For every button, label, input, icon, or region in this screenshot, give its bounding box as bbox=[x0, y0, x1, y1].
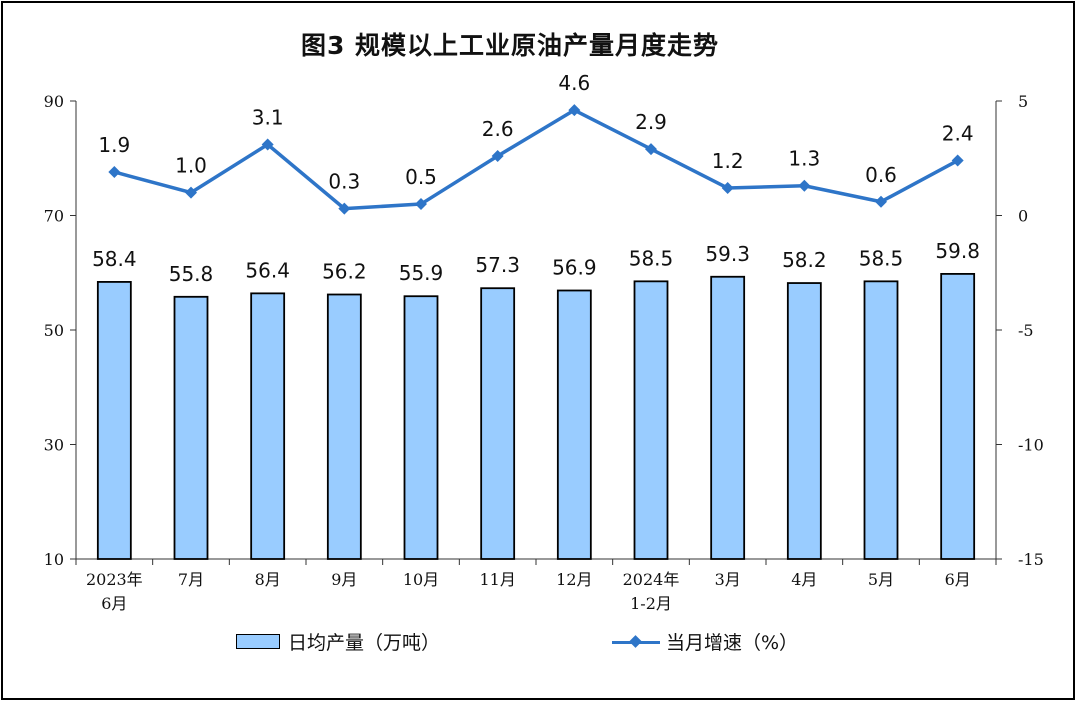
bar bbox=[786, 282, 822, 560]
x-tick-label: 7月 bbox=[178, 570, 204, 589]
x-tick-label: 10月 bbox=[403, 570, 439, 589]
bar bbox=[480, 287, 516, 560]
bar-data-label: 56.2 bbox=[322, 260, 367, 284]
bar bbox=[556, 289, 592, 560]
bar-data-label: 55.8 bbox=[169, 262, 214, 286]
bar-data-label: 58.2 bbox=[782, 248, 827, 272]
bar-data-label: 58.5 bbox=[629, 246, 674, 270]
line-data-label: 0.6 bbox=[865, 163, 897, 187]
bar-data-label: 58.4 bbox=[92, 247, 137, 271]
y-right-tick-label: -5 bbox=[1018, 321, 1034, 340]
line-data-label: 2.9 bbox=[635, 110, 667, 134]
bar bbox=[863, 280, 899, 560]
legend-item-line: 当月增速（%） bbox=[612, 628, 798, 655]
line-point bbox=[185, 186, 197, 199]
y-left-tick-label: 90 bbox=[44, 92, 64, 111]
line-data-label: 1.9 bbox=[98, 133, 130, 157]
legend-line-swatch bbox=[612, 634, 660, 650]
line-data-label: 2.6 bbox=[482, 117, 514, 141]
line-data-label: 0.3 bbox=[328, 170, 360, 194]
line-point bbox=[108, 165, 121, 178]
y-right-tick-label: 5 bbox=[1018, 92, 1028, 111]
x-tick-label: 1-2月 bbox=[630, 594, 672, 613]
line-point bbox=[261, 138, 274, 151]
line-point bbox=[875, 195, 887, 208]
bar-data-label: 58.5 bbox=[859, 246, 904, 270]
legend-item-bar: 日均产量（万吨） bbox=[236, 628, 440, 655]
line-data-label: 0.5 bbox=[405, 165, 437, 189]
bar bbox=[96, 281, 132, 560]
x-tick-label: 8月 bbox=[255, 570, 281, 589]
y-right-tick-label: -10 bbox=[1018, 436, 1044, 455]
y-left-tick-label: 70 bbox=[44, 207, 64, 226]
legend: 日均产量（万吨） 当月增速（%） bbox=[0, 628, 1080, 658]
x-tick-label: 2024年 bbox=[623, 570, 680, 589]
x-tick-label: 6月 bbox=[945, 570, 971, 589]
bar bbox=[326, 293, 362, 560]
line-data-label: 1.2 bbox=[712, 149, 744, 173]
bar bbox=[940, 272, 976, 560]
chart-title: 图3 规模以上工业原油产量月度走势 bbox=[300, 31, 720, 60]
y-left-tick-label: 10 bbox=[44, 550, 64, 569]
x-tick-label: 4月 bbox=[791, 570, 817, 589]
bar-data-label: 56.4 bbox=[245, 258, 290, 282]
x-tick-label: 6月 bbox=[101, 594, 127, 613]
y-left-tick-label: 50 bbox=[44, 321, 64, 340]
legend-line-label: 当月增速（%） bbox=[666, 632, 799, 654]
bar bbox=[710, 275, 746, 560]
x-tick-label: 2023年 bbox=[86, 570, 143, 589]
line-point bbox=[491, 149, 504, 162]
bar bbox=[403, 295, 439, 560]
growth-line bbox=[113, 108, 959, 211]
line-point bbox=[951, 154, 964, 167]
legend-bar-swatch bbox=[236, 634, 280, 649]
line-point bbox=[338, 202, 351, 215]
line-point bbox=[568, 104, 581, 117]
line-point bbox=[415, 198, 427, 211]
line-point bbox=[645, 143, 657, 156]
line-point bbox=[798, 179, 811, 192]
x-tick-label: 5月 bbox=[868, 570, 894, 589]
bar-data-label: 57.3 bbox=[475, 253, 520, 277]
y-left-tick-label: 30 bbox=[44, 436, 64, 455]
line-data-label: 1.3 bbox=[788, 147, 820, 171]
line-data-label: 4.6 bbox=[558, 71, 590, 95]
bar bbox=[173, 295, 209, 560]
bar-data-label: 59.8 bbox=[935, 239, 980, 263]
line-point bbox=[721, 182, 734, 195]
x-tick-label: 11月 bbox=[479, 570, 515, 589]
legend-bar-label: 日均产量（万吨） bbox=[288, 632, 441, 654]
y-right-tick-label: 0 bbox=[1018, 207, 1028, 226]
line-data-label: 1.0 bbox=[175, 154, 207, 178]
x-tick-label: 12月 bbox=[556, 570, 592, 589]
bar-data-label: 56.9 bbox=[552, 255, 597, 279]
x-tick-label: 3月 bbox=[715, 570, 741, 589]
bar-data-label: 59.3 bbox=[705, 242, 750, 266]
line-data-label: 2.4 bbox=[942, 122, 974, 146]
x-tick-label: 9月 bbox=[331, 570, 357, 589]
y-right-tick-label: -15 bbox=[1018, 550, 1044, 569]
bar-data-label: 55.9 bbox=[399, 261, 444, 285]
bar bbox=[633, 280, 669, 560]
bar bbox=[250, 292, 286, 560]
line-data-label: 3.1 bbox=[252, 106, 284, 130]
